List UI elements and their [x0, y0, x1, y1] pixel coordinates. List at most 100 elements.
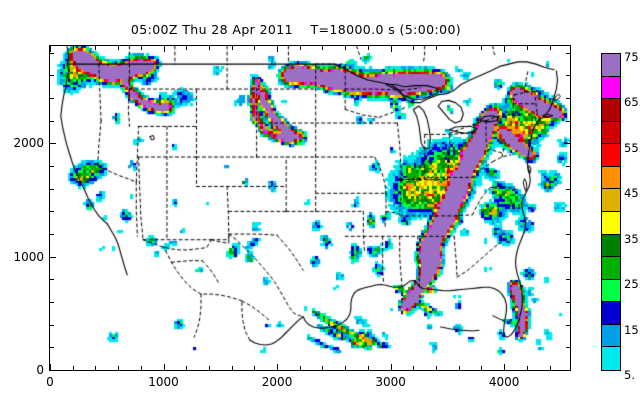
x-axis-tick-top: [549, 46, 551, 50]
y-axis-tick: [50, 256, 56, 258]
x-axis-label: 0: [46, 375, 54, 389]
colorbar-tick-label: 45.: [624, 186, 640, 201]
colorbar-band: [602, 234, 620, 258]
map-plot-area[interactable]: [49, 45, 571, 371]
y-axis-tick: [50, 75, 54, 77]
x-axis-tick: [390, 364, 392, 370]
x-axis-label: 3000: [375, 375, 406, 389]
x-axis-tick-top: [208, 46, 210, 50]
x-axis-label: 4000: [488, 375, 520, 389]
y-axis-tick: [50, 279, 54, 281]
colorbar-band: [602, 324, 620, 348]
x-axis-tick-top: [504, 46, 506, 52]
y-axis-tick: [50, 302, 54, 304]
colorbar-tick-label: 5.: [624, 368, 635, 382]
x-axis-tick: [504, 364, 506, 370]
x-axis-tick: [95, 366, 97, 370]
x-axis-tick: [208, 366, 210, 370]
x-axis-tick: [345, 366, 347, 370]
x-axis-tick: [254, 366, 256, 370]
y-axis-tick: [50, 143, 56, 145]
x-axis-tick-top: [72, 46, 74, 50]
x-axis-tick: [231, 366, 233, 370]
y-axis-tick: [50, 188, 54, 190]
x-axis-tick: [458, 366, 460, 370]
x-axis-tick-top: [299, 46, 301, 50]
y-axis-tick: [50, 234, 54, 236]
y-axis-tick-right: [566, 234, 570, 236]
x-axis-tick-top: [140, 46, 142, 50]
y-axis-tick-right: [566, 211, 570, 213]
colorbar-band: [602, 99, 620, 122]
y-axis-tick: [50, 120, 54, 122]
colorbar-band: [602, 279, 620, 303]
colorbar-tick-label: 65.: [624, 95, 640, 110]
x-axis-tick-top: [254, 46, 256, 50]
x-axis-tick-top: [390, 46, 392, 52]
y-axis-tick-right: [566, 52, 570, 54]
x-axis-tick-top: [367, 46, 369, 50]
colorbar-tick-label: 75.: [624, 50, 640, 64]
colorbar-tick-label: 55.: [624, 140, 640, 155]
y-axis-tick: [50, 166, 54, 168]
x-axis-tick-top: [186, 46, 188, 50]
x-axis-tick: [140, 366, 142, 370]
x-axis-tick: [549, 366, 551, 370]
x-axis-tick-top: [277, 46, 279, 52]
x-axis-tick: [436, 366, 438, 370]
y-axis-tick-right: [566, 120, 570, 122]
page-title: 05:00Z Thu 28 Apr 2011 T=18000.0 s (5:00…: [130, 22, 462, 37]
y-axis-tick: [50, 98, 54, 100]
colorbar-band: [602, 144, 620, 167]
x-axis-tick-top: [481, 46, 483, 50]
colorbar-tick-label: 35.: [624, 231, 640, 246]
y-axis-label: 0: [36, 363, 44, 377]
colorbar-band: [602, 302, 620, 325]
y-axis-tick-right: [566, 75, 570, 77]
colorbar-band: [602, 166, 620, 190]
y-axis-tick-right: [566, 166, 570, 168]
x-axis-tick: [277, 364, 279, 370]
x-axis-tick: [299, 366, 301, 370]
colorbar-band: [602, 211, 620, 235]
y-axis-tick: [50, 324, 54, 326]
reflectivity-map-canvas: [50, 46, 570, 370]
y-axis-tick-right: [566, 188, 570, 190]
colorbar-band: [602, 76, 620, 100]
x-axis-tick-top: [163, 46, 165, 52]
x-axis-tick-top: [526, 46, 528, 50]
x-axis-tick-top: [95, 46, 97, 50]
colorbar-tick-label: 15.: [624, 322, 640, 337]
x-axis-tick: [322, 366, 324, 370]
x-axis-tick-top: [118, 46, 120, 50]
x-axis-tick: [163, 364, 165, 370]
x-axis-tick-top: [436, 46, 438, 50]
colorbar-band: [602, 347, 620, 370]
y-axis-tick: [50, 347, 54, 349]
x-axis-tick: [481, 366, 483, 370]
colorbar[interactable]: [601, 53, 621, 371]
x-axis-tick-top: [345, 46, 347, 50]
x-axis-tick-top: [322, 46, 324, 50]
x-axis-label: 2000: [261, 375, 293, 389]
x-axis-tick: [72, 366, 74, 370]
x-axis-tick-top: [231, 46, 233, 50]
y-axis-tick-right: [566, 279, 570, 281]
y-axis-tick-right: [566, 302, 570, 304]
y-axis-tick-right: [564, 370, 570, 371]
colorbar-band: [602, 257, 620, 280]
x-axis-tick: [413, 366, 415, 370]
y-axis-tick: [50, 211, 54, 213]
x-axis-tick: [50, 364, 51, 370]
y-axis-tick-right: [566, 347, 570, 349]
x-axis-tick: [526, 366, 528, 370]
x-axis-tick-top: [50, 46, 51, 52]
y-axis-label: 2000: [13, 136, 44, 151]
x-axis-tick: [367, 366, 369, 370]
y-axis-tick-right: [564, 256, 570, 258]
y-axis-tick-right: [566, 324, 570, 326]
y-axis-tick-right: [566, 98, 570, 100]
colorbar-band: [602, 121, 620, 145]
x-axis-tick: [118, 366, 120, 370]
